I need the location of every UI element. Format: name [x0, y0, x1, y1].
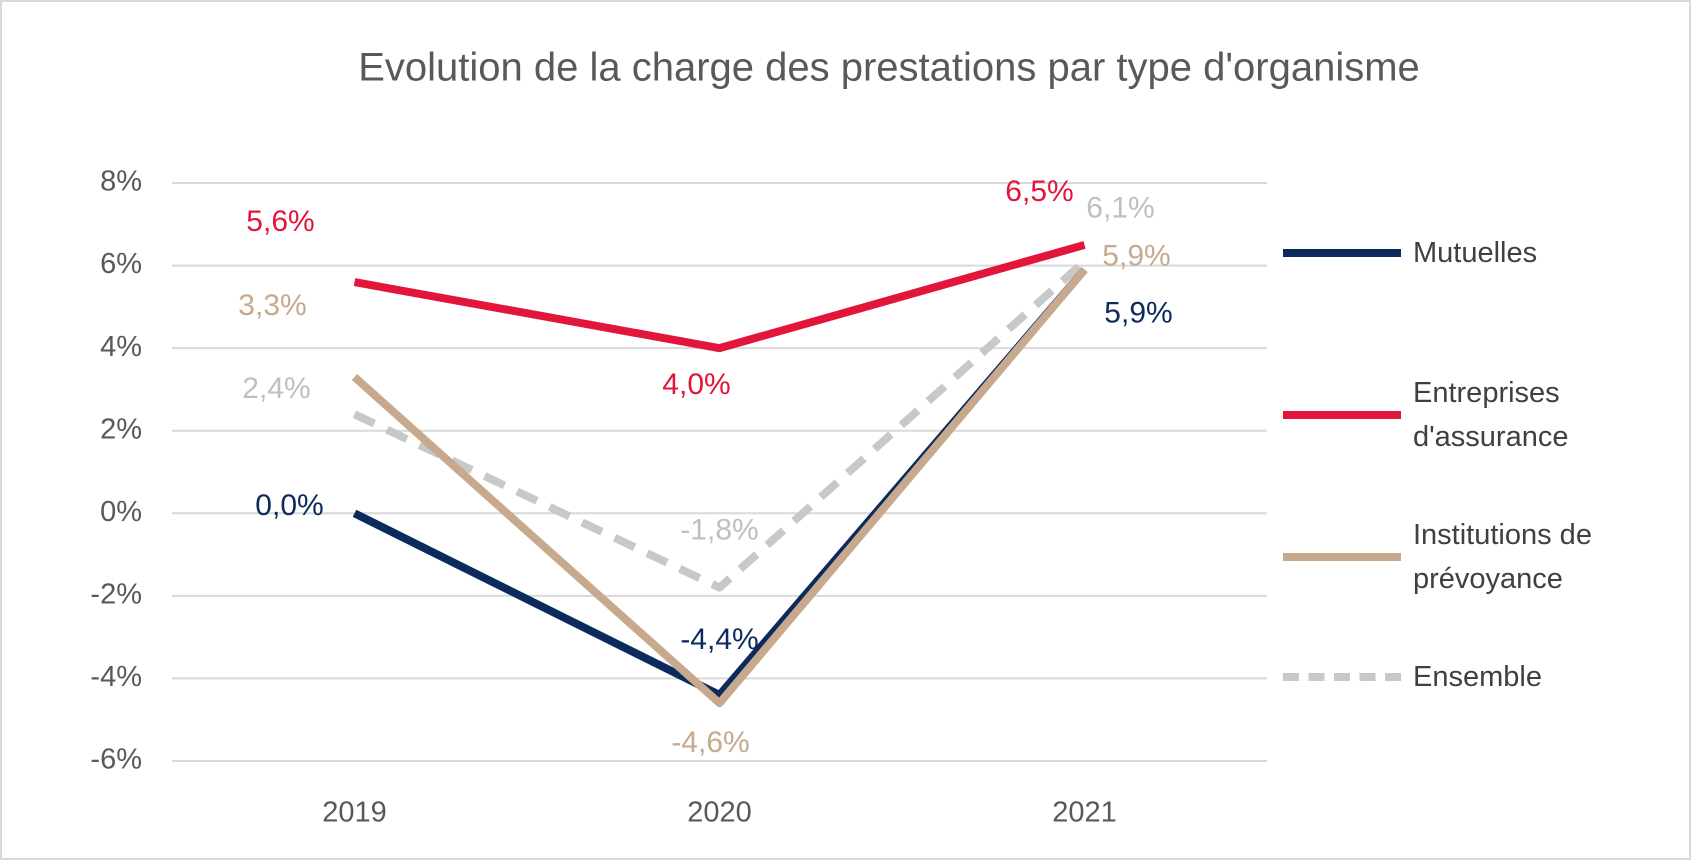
legend-swatch	[1283, 673, 1401, 681]
y-tick-label: 8%	[100, 166, 142, 198]
legend-swatch	[1283, 553, 1401, 561]
y-tick-label: -4%	[90, 661, 142, 693]
y-tick-label: -6%	[90, 744, 142, 776]
x-tick-label: 2019	[322, 797, 387, 829]
series-line	[353, 241, 1086, 353]
legend-swatch	[1283, 411, 1401, 419]
data-label: -4,4%	[680, 623, 758, 656]
y-tick-label: 6%	[100, 248, 142, 280]
legend-label: Entreprises d'assurance	[1413, 377, 1569, 453]
x-tick-label: 2020	[687, 797, 752, 829]
data-label: 3,3%	[238, 289, 306, 322]
legend-label: Institutions de prévoyance	[1413, 519, 1592, 595]
legend-label: Mutuelles	[1413, 237, 1538, 269]
legend-swatch	[1283, 249, 1401, 257]
data-label: 5,9%	[1102, 240, 1170, 273]
y-tick-label: 2%	[100, 413, 142, 445]
chart-title: Evolution de la charge des prestations p…	[358, 46, 1420, 90]
y-tick-label: -2%	[90, 579, 142, 611]
legend-item: Entreprises d'assurance	[1283, 371, 1683, 459]
y-tick-label: 0%	[100, 496, 142, 528]
series-line	[351, 267, 1088, 708]
series-line	[352, 258, 1088, 592]
data-label: -1,8%	[680, 514, 758, 547]
data-label: 5,9%	[1104, 297, 1172, 330]
x-tick-label: 2021	[1052, 797, 1117, 829]
legend-item: Institutions de prévoyance	[1283, 513, 1683, 601]
data-label: 5,6%	[246, 205, 314, 238]
data-label: 2,4%	[242, 372, 310, 405]
legend-item: Ensemble	[1283, 655, 1683, 699]
data-label: 4,0%	[662, 368, 730, 401]
legend-item: Mutuelles	[1283, 231, 1683, 275]
data-label: -4,6%	[671, 726, 749, 759]
legend-label: Ensemble	[1413, 661, 1542, 693]
data-label: 0,0%	[255, 489, 323, 522]
data-label: 6,1%	[1086, 191, 1154, 224]
data-label: 6,5%	[1005, 175, 1073, 208]
y-tick-label: 4%	[100, 331, 142, 363]
